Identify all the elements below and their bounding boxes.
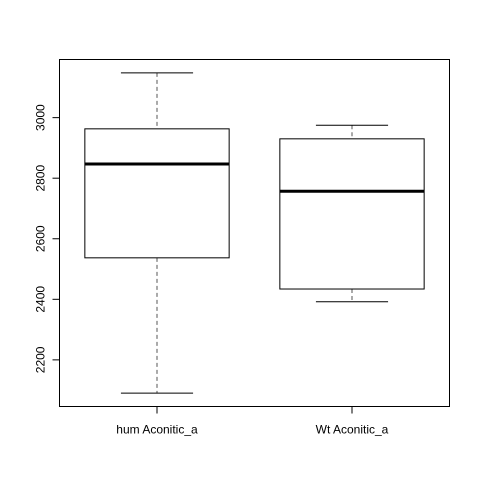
boxes-group <box>84 72 425 394</box>
y-tick-label: 2200 <box>34 346 48 373</box>
y-tick-label: 2400 <box>34 286 48 313</box>
box-iqr <box>279 138 425 290</box>
y-axis: 2200 2400 2600 2800 3000 <box>34 104 60 373</box>
y-tick-label: 2600 <box>34 225 48 252</box>
x-tick-label: hum Aconitic_a <box>116 423 198 437</box>
y-tick-label: 3000 <box>34 104 48 131</box>
box-1 <box>279 124 425 303</box>
box-0 <box>84 72 230 394</box>
y-tick-label: 2800 <box>34 165 48 192</box>
x-tick-label: Wt Aconitic_a <box>316 423 389 437</box>
x-axis: hum Aconitic_a Wt Aconitic_a <box>116 406 389 437</box>
box-iqr <box>84 128 230 259</box>
